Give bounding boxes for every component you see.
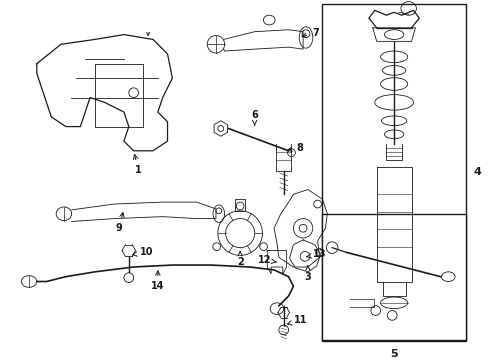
- Text: 4: 4: [473, 167, 481, 177]
- Text: 14: 14: [151, 271, 165, 291]
- Text: 3: 3: [305, 266, 311, 282]
- Text: 11: 11: [288, 315, 308, 325]
- Text: 1: 1: [133, 154, 142, 175]
- Text: 9: 9: [116, 213, 124, 233]
- Text: 13: 13: [307, 249, 326, 260]
- Text: 5: 5: [391, 349, 398, 359]
- Bar: [322, 214, 466, 339]
- Text: 7: 7: [302, 28, 319, 38]
- Text: 2: 2: [237, 251, 244, 267]
- Text: 6: 6: [251, 110, 258, 126]
- Text: 10: 10: [133, 247, 153, 257]
- Bar: [322, 4, 466, 341]
- Text: 8: 8: [288, 143, 304, 153]
- Text: 12: 12: [258, 255, 277, 265]
